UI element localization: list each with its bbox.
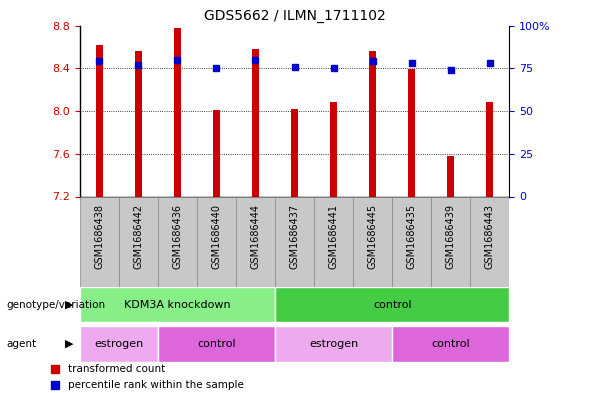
Text: GSM1686437: GSM1686437 [290, 204, 299, 269]
Text: estrogen: estrogen [94, 339, 143, 349]
Text: GSM1686439: GSM1686439 [446, 204, 456, 269]
Bar [80, 287, 275, 322]
Text: GSM1686444: GSM1686444 [250, 204, 260, 269]
Bar [174, 28, 181, 196]
Bar [353, 196, 392, 287]
Text: percentile rank within the sample: percentile rank within the sample [68, 380, 244, 390]
Bar [275, 287, 509, 322]
Bar [447, 156, 454, 196]
Text: KDM3A knockdown: KDM3A knockdown [124, 299, 230, 310]
Text: agent: agent [6, 339, 36, 349]
Bar [431, 196, 471, 287]
Bar [314, 196, 353, 287]
Bar [275, 196, 314, 287]
Bar [392, 326, 509, 362]
Text: ▶: ▶ [65, 299, 74, 310]
Bar [236, 196, 275, 287]
Bar [487, 103, 494, 196]
Text: control: control [432, 339, 470, 349]
Bar [135, 51, 142, 196]
Text: GSM1686445: GSM1686445 [368, 204, 378, 269]
Text: GSM1686441: GSM1686441 [329, 204, 339, 269]
Text: estrogen: estrogen [309, 339, 358, 349]
Bar [80, 326, 158, 362]
Bar [80, 196, 118, 287]
Text: GSM1686438: GSM1686438 [94, 204, 104, 269]
Bar [369, 51, 376, 196]
Text: transformed count: transformed count [68, 364, 166, 375]
Text: control: control [373, 299, 412, 310]
Bar [330, 103, 337, 196]
Bar [158, 196, 197, 287]
Bar [275, 326, 392, 362]
Text: GSM1686443: GSM1686443 [485, 204, 495, 269]
Bar [252, 49, 259, 196]
Text: GSM1686440: GSM1686440 [211, 204, 221, 269]
Bar [158, 326, 275, 362]
Text: GSM1686442: GSM1686442 [133, 204, 143, 269]
Text: control: control [197, 339, 236, 349]
Bar [408, 69, 415, 196]
Bar [291, 109, 298, 196]
Bar [213, 110, 220, 196]
Bar [197, 196, 236, 287]
Bar [118, 196, 158, 287]
Text: GSM1686435: GSM1686435 [407, 204, 417, 269]
Text: GSM1686436: GSM1686436 [172, 204, 182, 269]
Text: genotype/variation: genotype/variation [6, 299, 105, 310]
Bar [392, 196, 431, 287]
Bar [471, 196, 509, 287]
Title: GDS5662 / ILMN_1711102: GDS5662 / ILMN_1711102 [204, 9, 385, 23]
Bar [95, 45, 102, 196]
Text: ▶: ▶ [65, 339, 74, 349]
